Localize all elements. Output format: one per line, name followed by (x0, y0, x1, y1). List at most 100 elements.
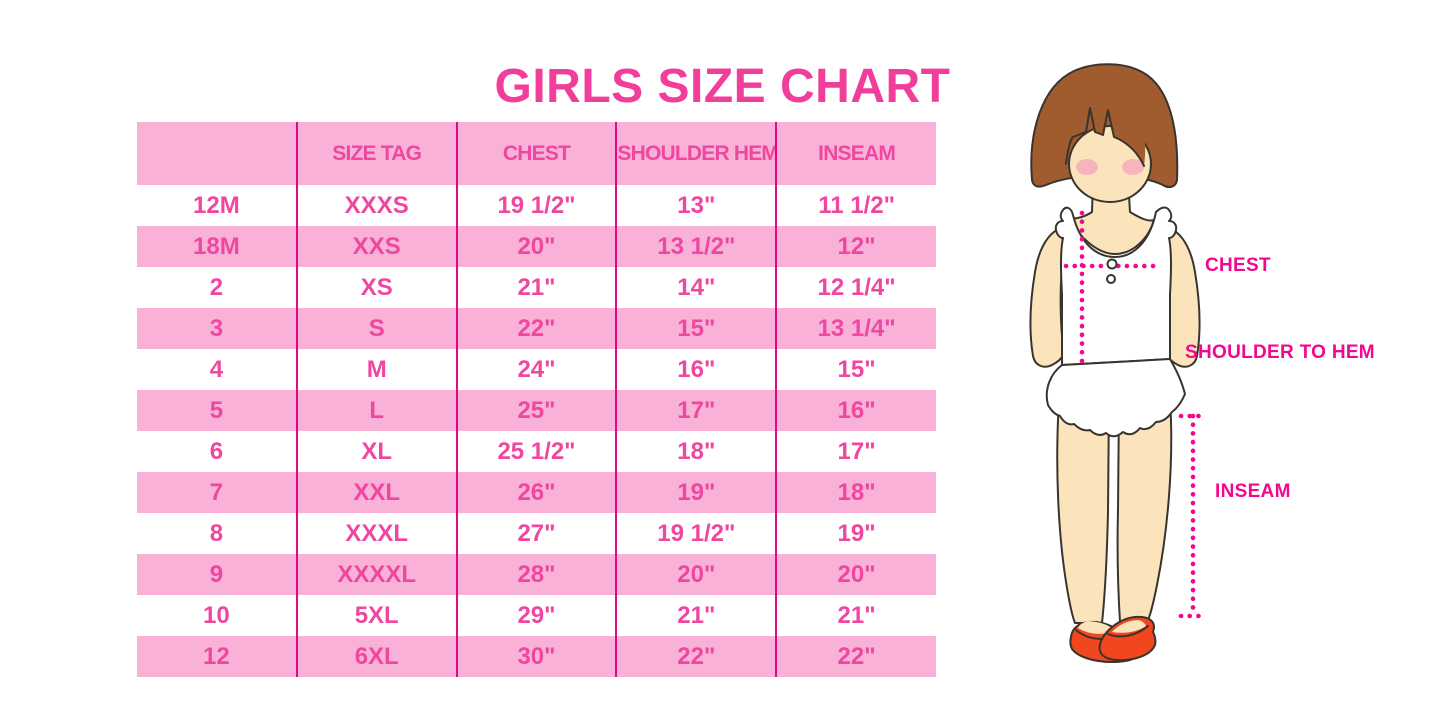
table-cell: 19" (615, 472, 777, 513)
shoulder-to-hem-label: SHOULDER TO HEM (1185, 342, 1375, 363)
table-cell: 12 (137, 636, 297, 677)
girl-leg-right (1116, 399, 1173, 623)
girl-top-button-1 (1106, 258, 1118, 270)
table-cell: 25" (455, 390, 617, 431)
table-cell: 16" (775, 390, 936, 431)
table-cell: 21" (615, 595, 777, 636)
table-cell: XXXL (295, 513, 457, 554)
girl-blush-left (1076, 159, 1098, 175)
page-title: GIRLS SIZE CHART (494, 60, 951, 114)
table-cell: 24" (455, 349, 617, 390)
table-cell: 22" (775, 636, 936, 677)
table-cell: XXS (295, 226, 457, 267)
table-cell: 13 1/4" (775, 308, 936, 349)
column-header-size (137, 122, 297, 185)
table-cell: 17" (775, 431, 936, 472)
girl-bangs (1065, 92, 1146, 166)
table-cell: 27" (455, 513, 617, 554)
girl-illustration (1029, 63, 1208, 663)
table-cell: 5 (137, 390, 297, 431)
table-cell: 30" (455, 636, 617, 677)
table-cell: 10 (137, 595, 297, 636)
column-header-inseam: INSEAM (775, 122, 936, 185)
table-cell: 6 (137, 431, 297, 472)
table-cell: 4 (137, 349, 297, 390)
table-cell: 13" (615, 185, 777, 226)
table-cell: 18" (615, 431, 777, 472)
table-cell: 22" (615, 636, 777, 677)
girl-neck (1067, 179, 1155, 255)
column-header-shoulder-hem: SHOULDER HEM (615, 122, 777, 185)
table-cell: 15" (775, 349, 936, 390)
table-cell: 17" (615, 390, 777, 431)
table-cell: S (295, 308, 457, 349)
table-cell: M (295, 349, 457, 390)
table-cell: 12 1/4" (775, 267, 936, 308)
table-cell: 25 1/2" (455, 431, 617, 472)
chest-label: CHEST (1205, 255, 1271, 276)
table-cell: 29" (455, 595, 617, 636)
table-cell: 11 1/2" (775, 185, 936, 226)
table-cell: 19 1/2" (455, 185, 617, 226)
girl-leg-left (1056, 399, 1110, 624)
size-table-body: 12M XXXS 19 1/2" 13" 11 1/2" 18M XXS 20" 13 1/2"… (137, 185, 936, 677)
girl-top-button-2 (1106, 274, 1116, 284)
table-cell: 7 (137, 472, 297, 513)
table-cell: 20" (615, 554, 777, 595)
table-row: 12M XXXS 19 1/2" 13" 11 1/2" (137, 185, 936, 226)
inseam-measure-line (1178, 413, 1208, 619)
table-cell: 18" (775, 472, 936, 513)
table-cell: 12" (775, 226, 936, 267)
table-row: 18M XXS 20" 13 1/2" 12" (137, 226, 936, 267)
table-cell: 15" (615, 308, 777, 349)
girl-arm-left (1029, 227, 1065, 368)
table-row: 10 5XL 29" 21" 21" (137, 595, 936, 636)
table-cell: 13 1/2" (615, 226, 777, 267)
table-cell: XXXXL (295, 554, 457, 595)
table-cell: 20" (775, 554, 936, 595)
table-cell: 21" (775, 595, 936, 636)
measurement-diagram: CHEST SHOULDER TO HEM INSEAM (960, 60, 1445, 720)
table-row: 12 6XL 30" 22" 22" (137, 636, 936, 677)
table-row: 7 XXL 26" 19" 18" (137, 472, 936, 513)
column-header-chest: CHEST (455, 122, 617, 185)
table-cell: 5XL (295, 595, 457, 636)
table-cell: 3 (137, 308, 297, 349)
table-cell: 22" (455, 308, 617, 349)
table-row: 6 XL 25 1/2" 18" 17" (137, 431, 936, 472)
table-cell: 28" (455, 554, 617, 595)
table-cell: XXXS (295, 185, 457, 226)
table-cell: XXL (295, 472, 457, 513)
table-cell: 8 (137, 513, 297, 554)
table-cell: L (295, 390, 457, 431)
table-cell: 21" (455, 267, 617, 308)
table-row: 5 L 25" 17" 16" (137, 390, 936, 431)
girl-skirt (1045, 358, 1186, 438)
table-cell: 14" (615, 267, 777, 308)
girl-top (1054, 206, 1178, 366)
table-row: 3 S 22" 15" 13 1/4" (137, 308, 936, 349)
table-row: 4 M 24" 16" 15" (137, 349, 936, 390)
table-cell: XS (295, 267, 457, 308)
table-cell: 16" (615, 349, 777, 390)
table-cell: 6XL (295, 636, 457, 677)
table-cell: 19 1/2" (615, 513, 777, 554)
table-cell: 18M (137, 226, 297, 267)
size-chart-table: SIZE TAG CHEST SHOULDER HEM INSEAM 12M XXXS 1… (137, 122, 936, 677)
girl-shoe-left-opening (1078, 621, 1116, 634)
table-row: 9 XXXXL 28" 20" 20" (137, 554, 936, 595)
table-cell: 19" (775, 513, 936, 554)
inseam-label: INSEAM (1215, 481, 1291, 502)
girl-bangs-edge (1065, 107, 1145, 167)
girl-shoes (1069, 615, 1157, 663)
size-table-head: SIZE TAG CHEST SHOULDER HEM INSEAM (137, 122, 936, 185)
table-cell: 26" (455, 472, 617, 513)
table-cell: 20" (455, 226, 617, 267)
girl-shoe-right-opening (1112, 620, 1146, 633)
girl-shoe-right-strap (1107, 625, 1149, 638)
girl-blush-right (1122, 159, 1144, 175)
table-cell: 12M (137, 185, 297, 226)
table-cell: 2 (137, 267, 297, 308)
column-header-size-tag: SIZE TAG (295, 122, 457, 185)
